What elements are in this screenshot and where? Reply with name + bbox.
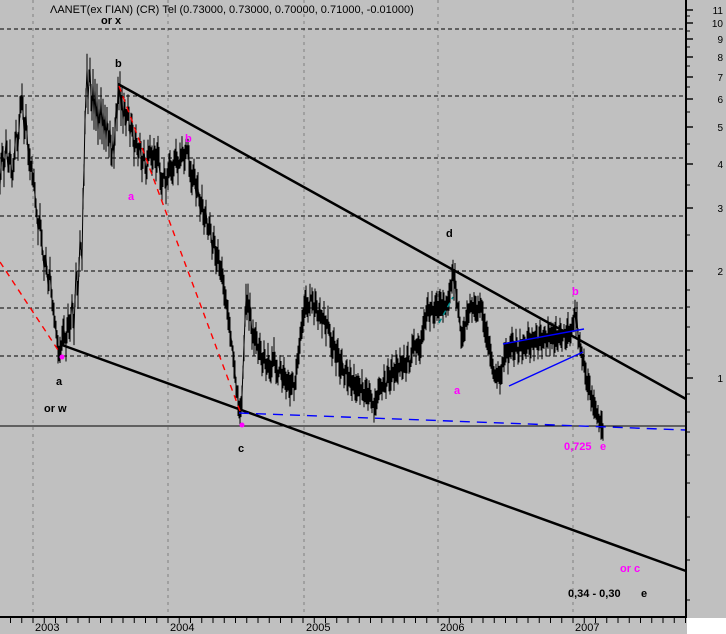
wave-c-low: c [238, 443, 244, 455]
wave-e-low: e [600, 441, 606, 453]
blue-flag-upper [502, 328, 585, 345]
y-axis-label: 6 [717, 95, 723, 106]
y-axis-label: 4 [717, 160, 723, 171]
x-year-label: 2003 [35, 622, 59, 634]
axes-corner [687, 618, 726, 634]
wave-e-target: e [641, 588, 647, 600]
red-decline-guide [118, 85, 241, 412]
chart-title: ΛΑΝΕΤ(ex ΓΙΑΝ) (CR) Tel (0.73000, 0.7300… [50, 4, 414, 16]
wave-a-low: a [56, 376, 63, 388]
x-year-label: 2004 [170, 622, 194, 634]
pivot-dot-c [239, 422, 245, 428]
subwave-b-2003: b [185, 133, 192, 145]
price-series [0, 53, 604, 441]
y-axis-label: 8 [717, 53, 723, 64]
subwave-b-2007: b [572, 286, 579, 298]
wave-or-w: or w [44, 403, 67, 415]
lower-wedge-trendline [61, 343, 687, 573]
y-axis-label: 1 [717, 374, 723, 385]
subwave-a-2006: a [454, 385, 461, 397]
wave-or-x: or x [101, 15, 122, 27]
y-axis-label: 3 [717, 204, 723, 215]
pivot-dot-a [59, 354, 65, 360]
y-axis-label: 2 [717, 267, 723, 278]
upper-wedge-trendline [117, 82, 687, 401]
wave-or-c: or c [620, 563, 640, 575]
y-axis-label: 5 [717, 123, 723, 134]
subwave-a-2003: a [128, 191, 135, 203]
y-axis-label: 11 [713, 6, 724, 17]
wave-d: d [446, 228, 453, 240]
price-level-0725: 0,725 [564, 441, 592, 453]
cyan-dashed-guide [438, 296, 454, 324]
blue-dashed-support-line [238, 412, 687, 431]
x-year-label: 2005 [306, 622, 330, 634]
y-axis-label: 9 [717, 35, 723, 46]
y-axis-label: 7 [717, 73, 723, 84]
y-axis-label: 10 [712, 19, 724, 30]
x-year-label: 2006 [440, 622, 464, 634]
wave-b-top: b [115, 58, 122, 70]
x-year-label: 2007 [575, 622, 599, 634]
target-range: 0,34 - 0,30 [568, 588, 621, 600]
blue-flag-lower [508, 351, 584, 387]
